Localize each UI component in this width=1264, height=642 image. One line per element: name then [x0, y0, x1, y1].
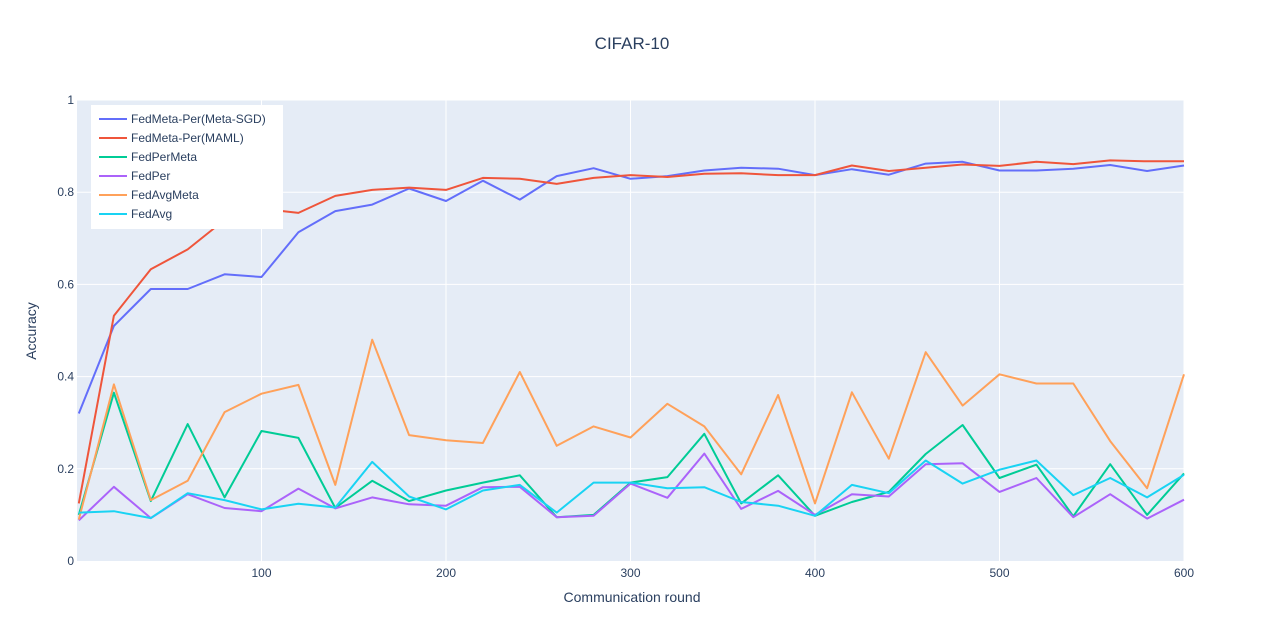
series-line-6	[78, 459, 1185, 520]
x-axis-ticks: 100 200 300 400 500 600	[251, 566, 1194, 580]
legend-label: FedAvgMeta	[131, 188, 199, 202]
legend-label: FedMeta-Per(Meta-SGD)	[131, 112, 266, 126]
y-tick-label: 0	[67, 554, 74, 568]
series-line-1	[77, 160, 1185, 414]
x-tick-label: 500	[989, 566, 1009, 580]
legend: FedMeta-Per(Meta-SGD) FedMeta-Per(MAML) Fe…	[91, 105, 283, 229]
series-line-5	[77, 338, 1185, 520]
x-axis-title: Communication round	[564, 589, 701, 605]
x-tick-label: 300	[620, 566, 640, 580]
legend-label: FedMeta-Per(MAML)	[131, 131, 244, 145]
y-tick-label: 1	[67, 93, 74, 107]
y-tick-label: 0.4	[57, 370, 74, 384]
x-tick-label: 400	[805, 566, 825, 580]
y-tick-label: 0.8	[57, 185, 74, 199]
x-tick-label: 100	[251, 566, 271, 580]
chart-title: CIFAR-10	[595, 34, 670, 53]
legend-box	[91, 105, 283, 229]
legend-label: FedPer	[131, 169, 170, 183]
y-axis-ticks: 0 0.2 0.4 0.6 0.8 1	[57, 93, 74, 568]
x-tick-label: 600	[1174, 566, 1194, 580]
series-lines	[77, 159, 1185, 522]
y-axis-title: Accuracy	[23, 302, 39, 360]
legend-label: FedAvg	[131, 207, 172, 221]
y-tick-label: 0.6	[57, 277, 74, 291]
x-tick-label: 200	[436, 566, 456, 580]
legend-label: FedPerMeta	[131, 150, 197, 164]
y-tick-label: 0.2	[57, 462, 74, 476]
